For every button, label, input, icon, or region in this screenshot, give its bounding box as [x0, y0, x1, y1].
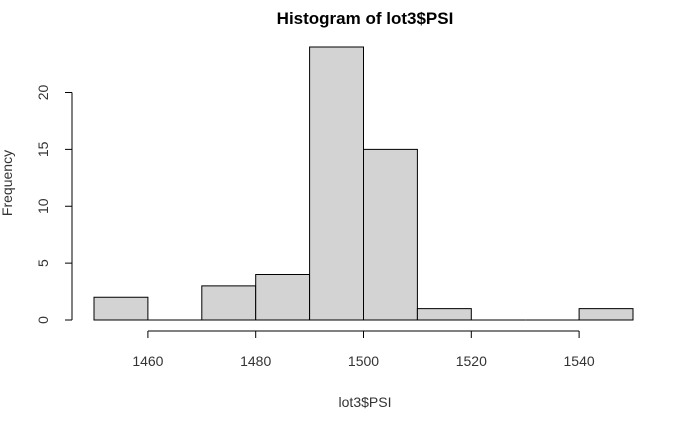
y-axis-label: Frequency — [0, 150, 15, 216]
x-tick-label-1480: 1480 — [240, 353, 271, 369]
x-tick-label-1460: 1460 — [132, 353, 163, 369]
x-tick-label-1500: 1500 — [348, 353, 379, 369]
x-axis: 1460 1480 1500 1520 1540 — [132, 330, 595, 369]
histogram-bar-1480-1490 — [255, 274, 311, 321]
histogram-bar-1450-1460 — [93, 296, 149, 321]
x-axis-label: lot3$PSI — [339, 394, 392, 410]
bars-group — [93, 46, 634, 321]
y-tick-label-0: 0 — [35, 316, 51, 324]
chart-title: Histogram of lot3$PSI — [277, 9, 454, 28]
x-tick-label-1520: 1520 — [456, 353, 487, 369]
x-tick-label-1540: 1540 — [564, 353, 595, 369]
histogram-bar-1470-1480 — [201, 285, 257, 321]
y-axis: 0 5 10 15 20 — [35, 85, 73, 324]
y-tick-label-10: 10 — [35, 198, 51, 214]
y-tick-label-5: 5 — [35, 259, 51, 267]
histogram-bar-1510-1520 — [416, 308, 472, 321]
histogram-bar-1500-1510 — [363, 148, 418, 321]
y-tick-label-20: 20 — [35, 85, 51, 101]
histogram-bar-1540-1550 — [578, 308, 634, 321]
histogram-bar-1490-1500 — [309, 46, 365, 321]
y-tick-label-15: 15 — [35, 141, 51, 157]
